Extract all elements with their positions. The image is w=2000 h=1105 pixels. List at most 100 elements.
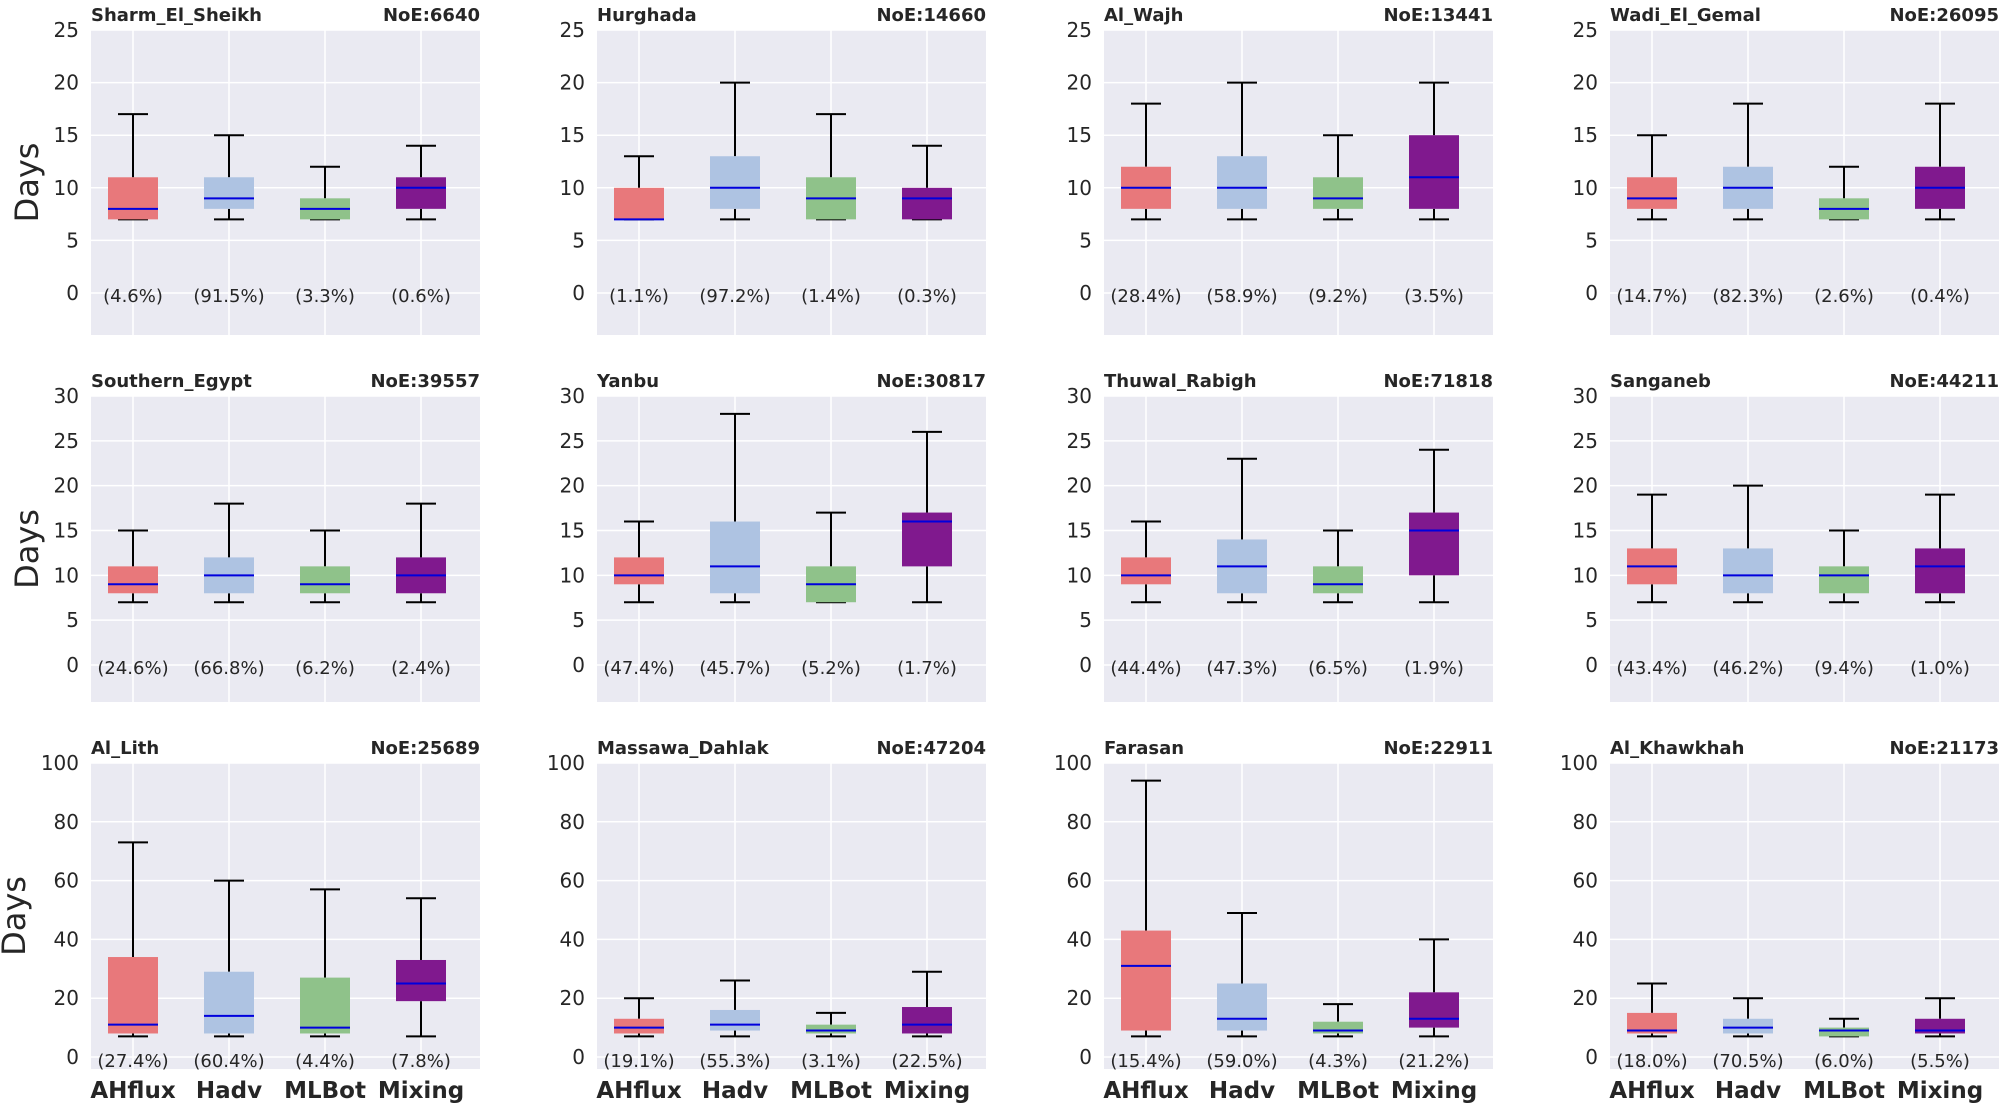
x-tick-label: Mixing [378, 1078, 464, 1104]
panel-title: Hurghada [597, 5, 697, 26]
percentage-label: (47.4%) [603, 658, 674, 679]
percentage-label: (60.4%) [193, 1051, 264, 1072]
percentage-label: (27.4%) [97, 1051, 168, 1072]
box-ahflux [1121, 930, 1171, 1031]
panel-title: Al_Khawkhah [1610, 738, 1744, 759]
box-hadv [1217, 983, 1267, 1031]
y-tick-label: 0 [572, 653, 585, 677]
y-tick-label: 30 [1067, 384, 1092, 408]
box-ahflux [1121, 557, 1171, 585]
box-mlbot [1313, 566, 1363, 594]
panel-noe: NoE:26095 [1889, 5, 1999, 26]
y-tick-label: 5 [1585, 608, 1598, 632]
y-tick-label: 25 [54, 429, 79, 453]
y-tick-label: 40 [560, 927, 585, 951]
y-tick-label: 20 [560, 71, 585, 95]
x-tick-label: Mixing [1897, 1078, 1983, 1104]
y-tick-label: 15 [54, 123, 79, 147]
panel-title: Wadi_El_Gemal [1610, 5, 1761, 26]
panel-noe: NoE:25689 [370, 738, 480, 759]
box-mlbot [806, 1024, 856, 1034]
y-tick-label: 10 [560, 176, 585, 200]
y-tick-label: 20 [54, 71, 79, 95]
y-tick-label: 25 [560, 429, 585, 453]
box-mlbot [1819, 1027, 1869, 1037]
x-tick-label: MLBot [1803, 1078, 1885, 1104]
y-tick-label: 25 [1067, 18, 1092, 42]
percentage-label: (14.7%) [1616, 286, 1687, 307]
box-mlbot [1313, 1021, 1363, 1034]
y-tick-label: 20 [54, 474, 79, 498]
y-tick-label: 0 [66, 1045, 79, 1069]
y-tick-label: 0 [1079, 1045, 1092, 1069]
y-tick-label: 100 [1054, 751, 1092, 775]
y-tick-label: 0 [1079, 281, 1092, 305]
x-tick-label: Hadv [702, 1078, 768, 1104]
y-tick-label: 10 [1573, 563, 1598, 587]
y-tick-label: 0 [1079, 653, 1092, 677]
y-tick-label: 10 [1067, 176, 1092, 200]
y-tick-label: 20 [1573, 474, 1598, 498]
box-ahflux [1627, 177, 1677, 209]
y-tick-label: 25 [1573, 18, 1598, 42]
x-tick-label: Hadv [196, 1078, 262, 1104]
panel-noe: NoE:14660 [876, 5, 986, 26]
y-tick-label: 100 [41, 751, 79, 775]
x-tick-label: Mixing [884, 1078, 970, 1104]
y-tick-label: 80 [54, 810, 79, 834]
x-tick-label: MLBot [284, 1078, 366, 1104]
percentage-label: (43.4%) [1616, 658, 1687, 679]
percentage-label: (1.9%) [1404, 658, 1464, 679]
y-tick-label: 20 [1573, 986, 1598, 1010]
box-ahflux [614, 1018, 664, 1034]
x-tick-label: AHflux [596, 1078, 681, 1104]
panel-noe: NoE:13441 [1383, 5, 1493, 26]
x-tick-label: Hadv [1715, 1078, 1781, 1104]
y-tick-label: 40 [1573, 927, 1598, 951]
y-tick-label: 60 [560, 869, 585, 893]
y-tick-label: 20 [1067, 986, 1092, 1010]
percentage-label: (6.2%) [295, 658, 355, 679]
percentage-label: (4.4%) [295, 1051, 355, 1072]
box-hadv [1217, 156, 1267, 209]
box-mixing [396, 177, 446, 209]
y-tick-label: 30 [560, 384, 585, 408]
box-mixing [1409, 992, 1459, 1028]
panel-title: Al_Lith [91, 738, 159, 759]
percentage-label: (44.4%) [1110, 658, 1181, 679]
y-tick-label: 20 [560, 474, 585, 498]
y-tick-label: 80 [1573, 810, 1598, 834]
panel-noe: NoE:47204 [876, 738, 986, 759]
percentage-label: (22.5%) [891, 1051, 962, 1072]
box-ahflux [108, 957, 158, 1034]
percentage-label: (59.0%) [1206, 1051, 1277, 1072]
percentage-label: (1.4%) [801, 286, 861, 307]
y-tick-label: 10 [1573, 176, 1598, 200]
y-tick-label: 0 [1585, 281, 1598, 305]
panel-noe: NoE:30817 [876, 371, 986, 392]
y-tick-label: 10 [54, 563, 79, 587]
panel-title: Sanganeb [1610, 371, 1711, 392]
panel-title: Thuwal_Rabigh [1104, 371, 1257, 392]
x-tick-label: Mixing [1391, 1078, 1477, 1104]
y-axis-label: Days [0, 876, 33, 956]
y-tick-label: 15 [1067, 519, 1092, 543]
y-tick-label: 30 [54, 384, 79, 408]
box-hadv [710, 156, 760, 209]
y-tick-label: 0 [66, 281, 79, 305]
percentage-label: (2.6%) [1814, 286, 1874, 307]
y-tick-label: 5 [66, 228, 79, 252]
y-tick-label: 5 [1585, 228, 1598, 252]
box-ahflux [614, 557, 664, 585]
y-tick-label: 25 [54, 18, 79, 42]
box-mixing [902, 1007, 952, 1034]
y-tick-label: 0 [572, 281, 585, 305]
box-ahflux [108, 566, 158, 594]
panel-title: Southern_Egypt [91, 371, 252, 392]
y-tick-label: 100 [547, 751, 585, 775]
percentage-label: (3.5%) [1404, 286, 1464, 307]
panel-noe: NoE:22911 [1383, 738, 1493, 759]
panel-noe: NoE:39557 [370, 371, 480, 392]
y-tick-label: 0 [1585, 1045, 1598, 1069]
